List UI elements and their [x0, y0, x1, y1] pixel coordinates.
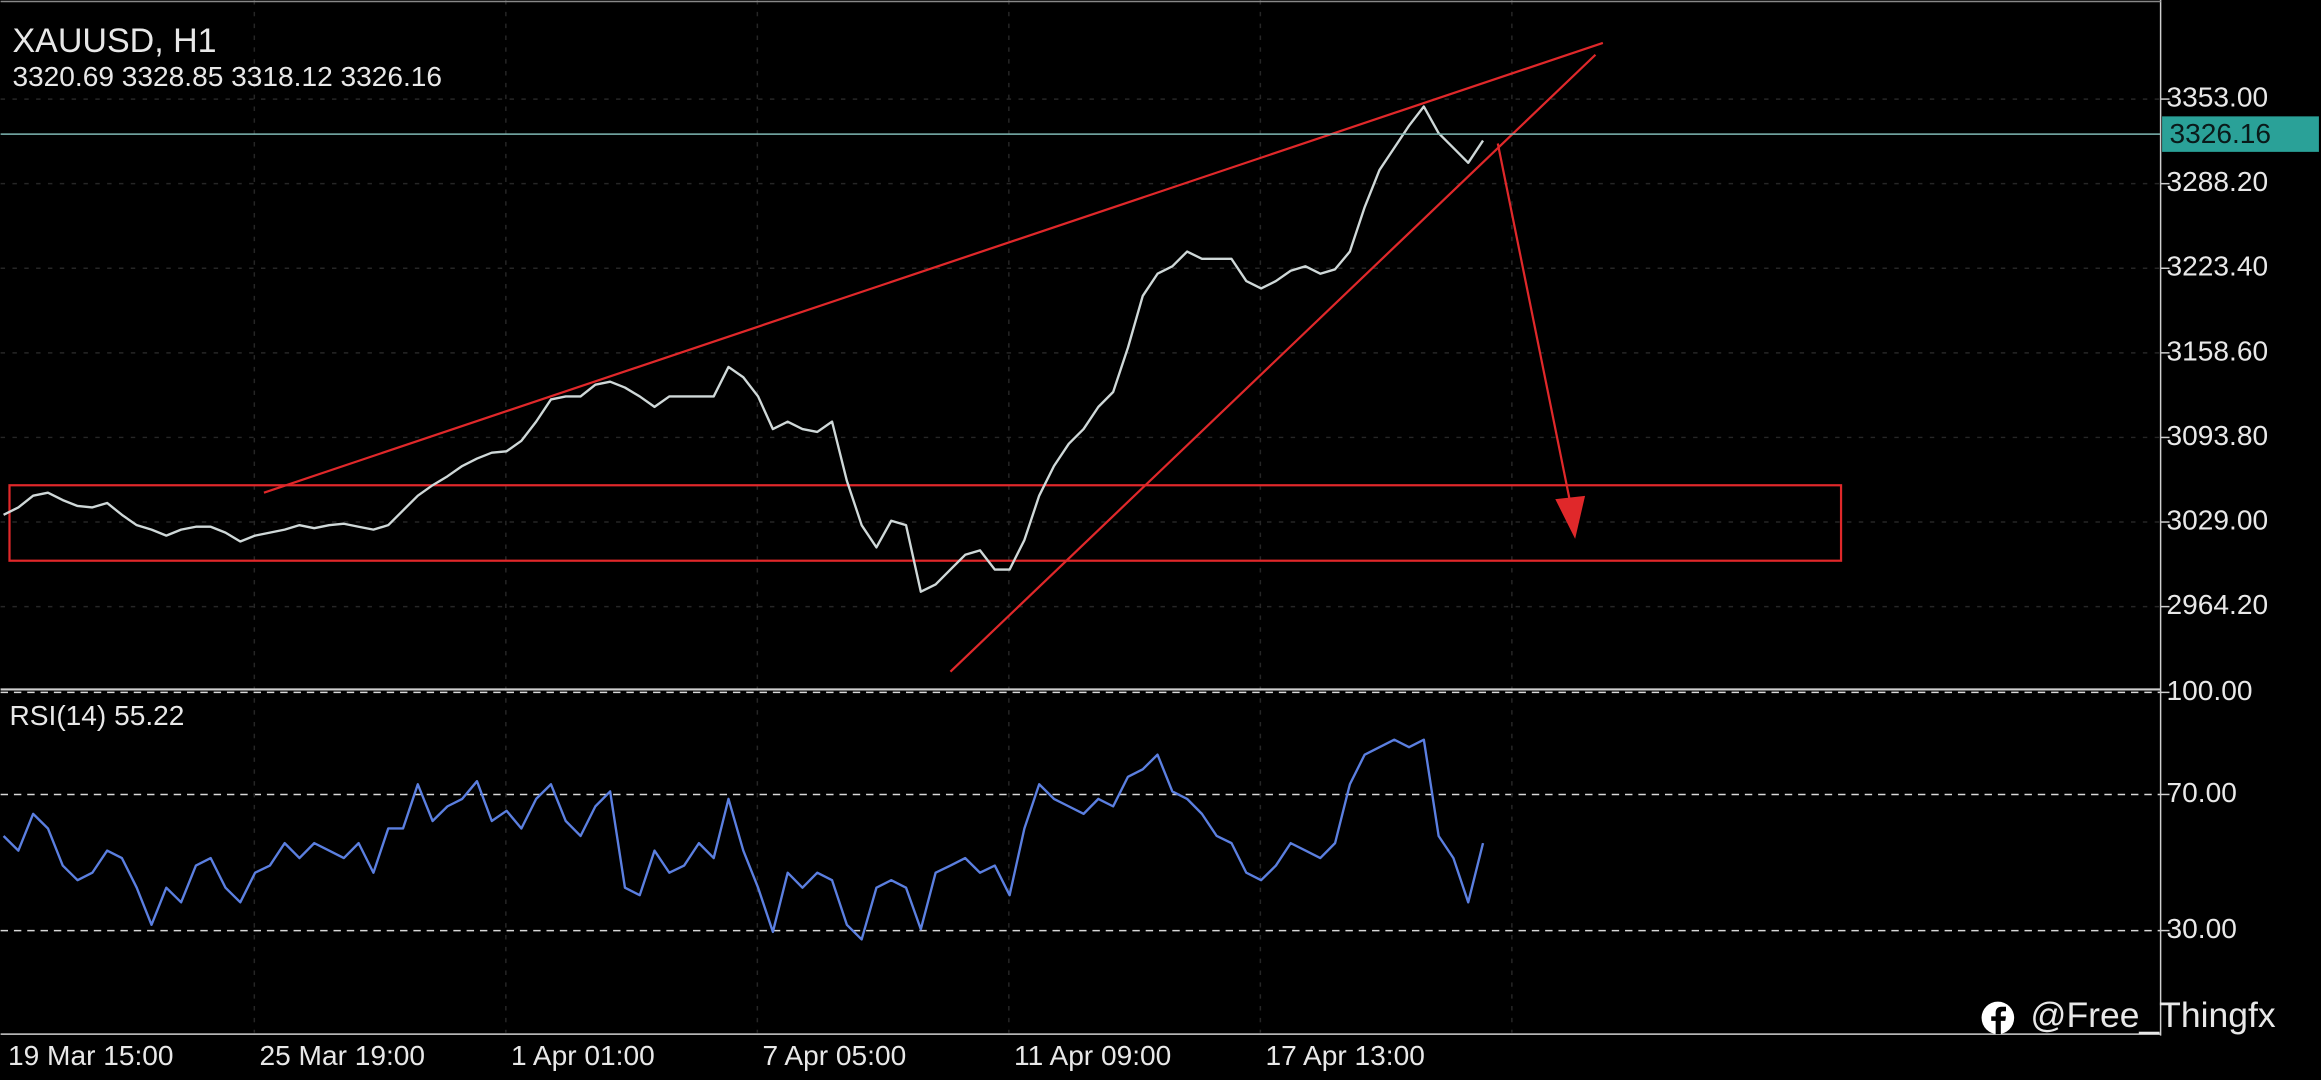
- x-tick-label: 19 Mar 15:00: [8, 1040, 174, 1071]
- x-tick-label: 7 Apr 05:00: [763, 1040, 907, 1071]
- y-tick-label: 3353.00: [2167, 82, 2269, 113]
- lower-trendline: [949, 53, 1597, 673]
- y-tick-label: 3223.40: [2167, 251, 2269, 282]
- last-price-box: [2162, 116, 2319, 152]
- upper-trendline: [263, 41, 1604, 494]
- last-price-label: 3326.16: [2169, 118, 2271, 149]
- chart-title: XAUUSD, H1: [12, 22, 216, 60]
- y-tick-label: 2964.20: [2167, 589, 2269, 620]
- arrow-head: [1555, 495, 1586, 539]
- y-tick-label: 3029.00: [2167, 504, 2269, 535]
- grid: [0, 0, 2161, 1033]
- y-tick-label: 3288.20: [2167, 166, 2269, 197]
- y-tick-label: 3158.60: [2167, 335, 2269, 366]
- y-tick-label: 70.00: [2167, 777, 2237, 808]
- ohlc-subtitle: 3320.69 3328.85 3318.12 3326.16: [12, 61, 442, 92]
- support-zone: [8, 484, 1843, 562]
- x-tick-label: 11 Apr 09:00: [1014, 1040, 1171, 1071]
- x-tick-label: 17 Apr 13:00: [1266, 1040, 1425, 1071]
- annotations: [8, 41, 1843, 673]
- y-tick-label: 100.00: [2167, 675, 2253, 706]
- data-line: [2, 738, 1485, 941]
- y-tick-label: 3093.80: [2167, 420, 2269, 451]
- watermark: @Free_Thingfx: [2030, 995, 2275, 1035]
- data-line: [3, 105, 1485, 593]
- icon-glyph: [1991, 1006, 2007, 1035]
- y-tick-label: 30.00: [2167, 913, 2237, 944]
- facebook-icon: [1981, 1001, 2015, 1035]
- projection-arrow: [1496, 143, 1573, 511]
- x-tick-label: 25 Mar 19:00: [260, 1040, 426, 1071]
- plot: [0, 105, 2161, 941]
- x-tick-label: 1 Apr 01:00: [511, 1040, 655, 1071]
- rsi-title: RSI(14) 55.22: [9, 700, 184, 731]
